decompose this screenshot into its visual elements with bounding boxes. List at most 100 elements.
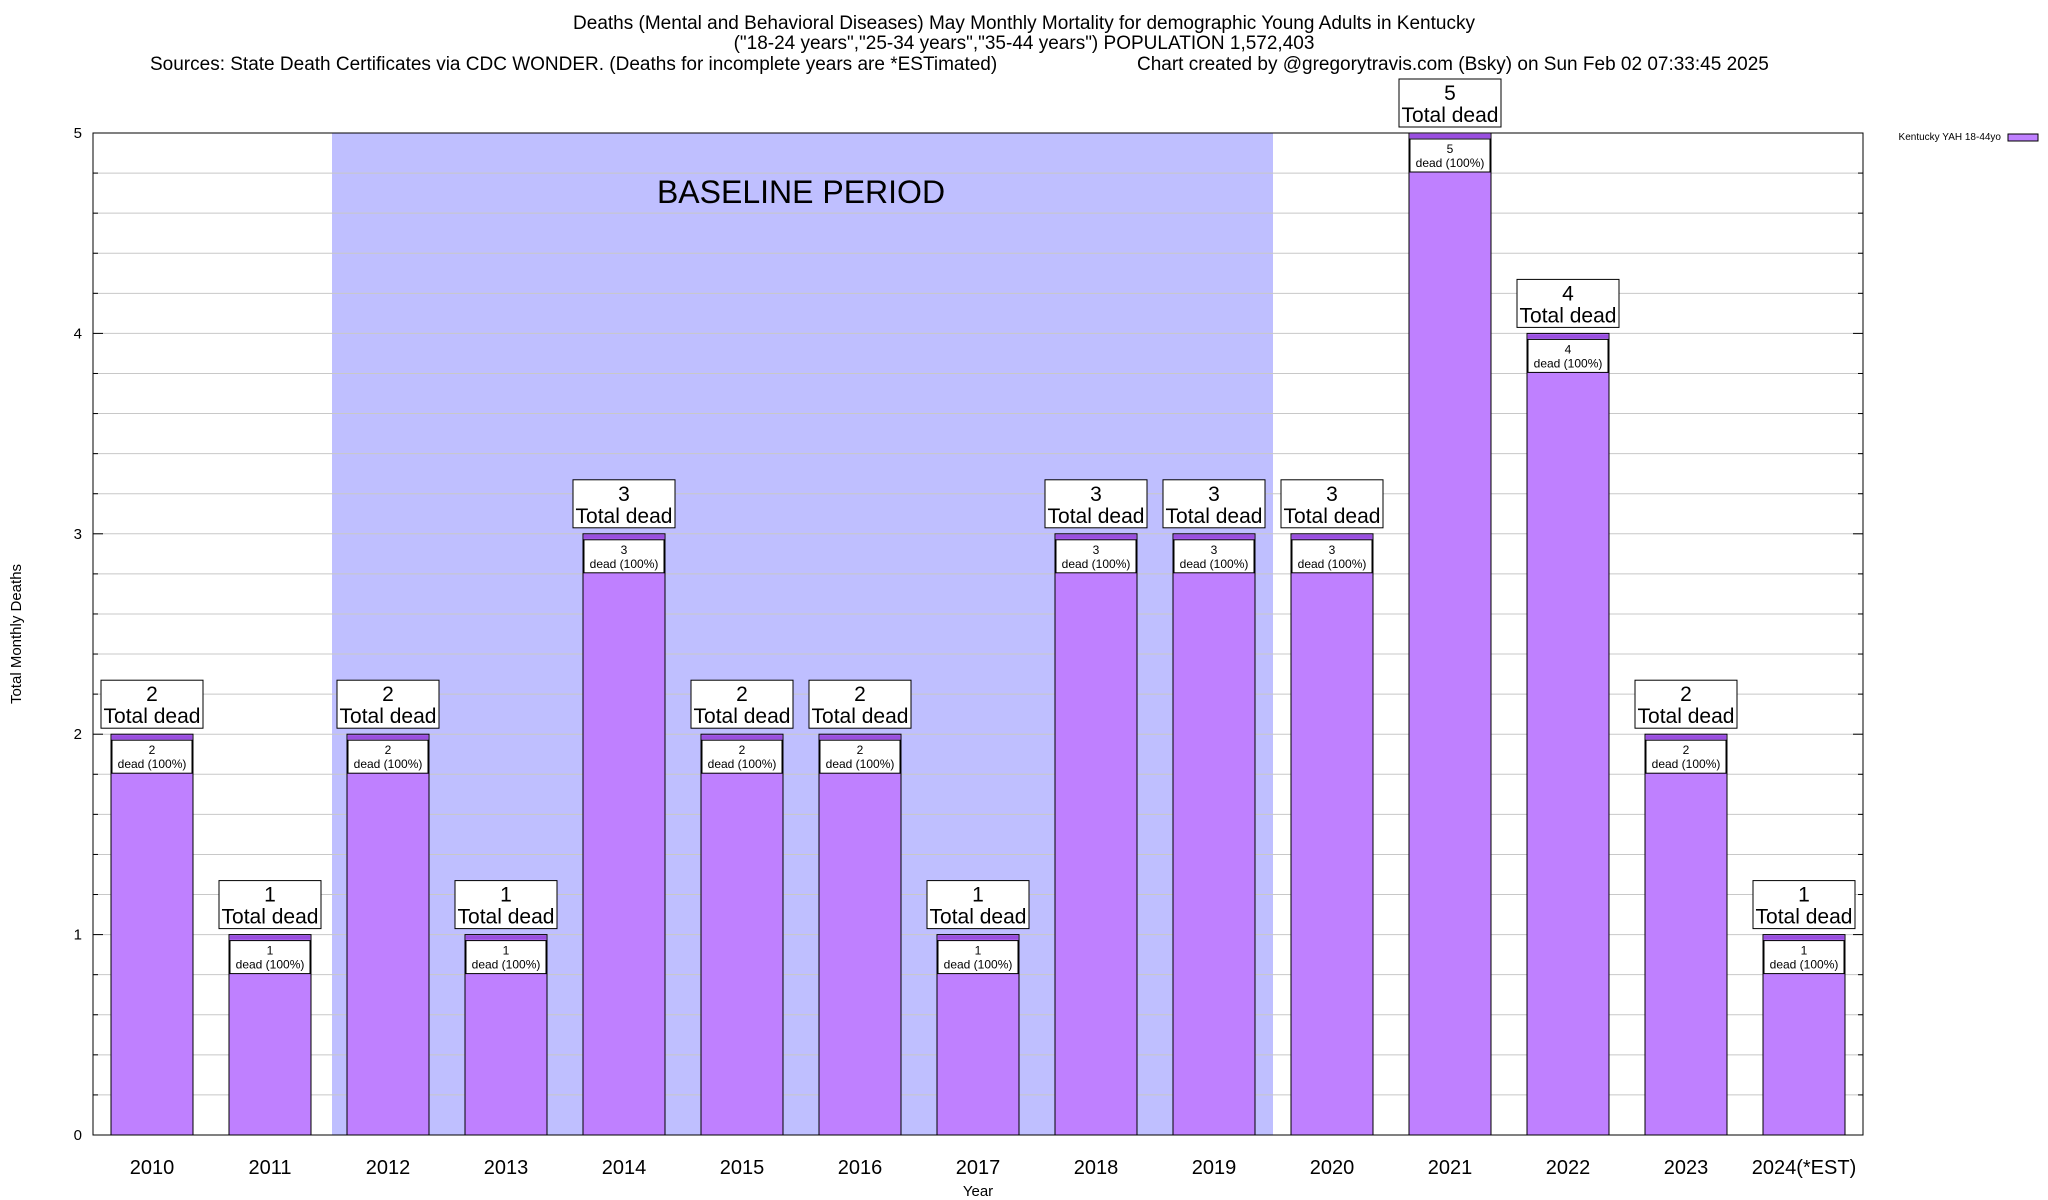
bar-total-value: 1 bbox=[264, 884, 276, 907]
bar-total-label-box bbox=[336, 679, 440, 729]
bar-inner-value: 3 bbox=[621, 543, 628, 557]
baseline-label: BASELINE PERIOD bbox=[657, 174, 945, 210]
bar-inner-value: 2 bbox=[739, 743, 746, 757]
bar-inner-label-box bbox=[111, 739, 193, 774]
x-tick-label: 2013 bbox=[484, 1157, 529, 1179]
bar-inner-label-box bbox=[1527, 338, 1609, 373]
x-tick-label: 2024(*EST) bbox=[1752, 1157, 1857, 1179]
bar-cap bbox=[702, 735, 782, 740]
bar-total-suffix: Total dead bbox=[1048, 505, 1145, 528]
bar-inner-label-box bbox=[465, 940, 547, 975]
bar bbox=[582, 533, 666, 1136]
bar-cap bbox=[230, 935, 310, 940]
bar-total-label-box bbox=[690, 679, 794, 729]
x-tick-label: 2022 bbox=[1546, 1157, 1591, 1179]
bar-inner-suffix: dead (100%) bbox=[1180, 557, 1249, 571]
y-axis-title: Total Monthly Deaths bbox=[8, 564, 25, 704]
bar bbox=[1290, 533, 1374, 1136]
bar-inner-label-box bbox=[1291, 539, 1373, 574]
legend-label: Kentucky YAH 18-44yo bbox=[1899, 132, 2002, 143]
bar-total-suffix: Total dead bbox=[930, 906, 1027, 929]
bar-total-value: 2 bbox=[146, 683, 158, 706]
bar-total-suffix: Total dead bbox=[222, 906, 319, 929]
bar-cap bbox=[584, 534, 664, 539]
bar-total-label-box bbox=[926, 880, 1030, 930]
bar-total-value: 3 bbox=[1090, 483, 1102, 506]
bar-total-value: 2 bbox=[382, 683, 394, 706]
bar-inner-label-box bbox=[937, 940, 1019, 975]
bar-inner-suffix: dead (100%) bbox=[472, 958, 541, 972]
bar-inner-value: 2 bbox=[149, 743, 156, 757]
bar-total-value: 2 bbox=[736, 683, 748, 706]
bar-inner-label-box bbox=[1645, 739, 1727, 774]
bar-total-label-box bbox=[1162, 479, 1266, 529]
x-tick-label: 2011 bbox=[248, 1157, 291, 1179]
bar-total-value: 3 bbox=[1326, 483, 1338, 506]
bar-inner-suffix: dead (100%) bbox=[826, 757, 895, 771]
x-tick-label: 2021 bbox=[1428, 1157, 1473, 1179]
bar-inner-suffix: dead (100%) bbox=[1770, 958, 1839, 972]
bar-inner-value: 3 bbox=[1211, 543, 1218, 557]
x-axis-title: Year bbox=[963, 1183, 993, 1200]
bar-inner-label-box bbox=[583, 539, 665, 574]
bar-inner-value: 2 bbox=[385, 743, 392, 757]
bar-total-label-box bbox=[808, 679, 912, 729]
bar-inner-label-box bbox=[1763, 940, 1845, 975]
bar-total-label-box bbox=[1398, 78, 1502, 128]
bar-inner-label-box bbox=[701, 739, 783, 774]
bar-cap bbox=[1292, 534, 1372, 539]
bar-cap bbox=[1056, 534, 1136, 539]
bar-total-label-box bbox=[1516, 278, 1620, 328]
y-tick-label: 0 bbox=[74, 1127, 82, 1144]
bar-total-suffix: Total dead bbox=[1638, 705, 1735, 728]
bar bbox=[1644, 733, 1728, 1136]
bar bbox=[346, 733, 430, 1136]
bar-inner-suffix: dead (100%) bbox=[590, 557, 659, 571]
bar-total-suffix: Total dead bbox=[1520, 304, 1617, 327]
bar-cap bbox=[348, 735, 428, 740]
bar bbox=[110, 733, 194, 1136]
x-tick-label: 2023 bbox=[1664, 1157, 1709, 1179]
bar-cap bbox=[820, 735, 900, 740]
bar-inner-suffix: dead (100%) bbox=[1534, 356, 1603, 370]
bar-total-value: 5 bbox=[1444, 82, 1456, 105]
bar-total-suffix: Total dead bbox=[812, 705, 909, 728]
bar-total-suffix: Total dead bbox=[1284, 505, 1381, 528]
bar-total-label-box bbox=[454, 880, 558, 930]
chart-title: Deaths (Mental and Behavioral Diseases) … bbox=[573, 13, 1475, 34]
bar-inner-value: 2 bbox=[1683, 743, 1690, 757]
x-tick-label: 2017 bbox=[956, 1157, 1001, 1179]
y-tick-label: 4 bbox=[74, 325, 82, 342]
bar-total-label-box bbox=[1752, 880, 1856, 930]
x-tick-label: 2014 bbox=[602, 1157, 647, 1179]
legend-layer: Kentucky YAH 18-44yo bbox=[1899, 132, 2039, 143]
bar-inner-value: 4 bbox=[1565, 342, 1572, 356]
bar-total-label-box bbox=[100, 679, 204, 729]
bar-total-label-box bbox=[1634, 679, 1738, 729]
x-tick-label: 2016 bbox=[838, 1157, 883, 1179]
bar-inner-suffix: dead (100%) bbox=[354, 757, 423, 771]
x-tick-label: 2015 bbox=[720, 1157, 765, 1179]
bar-total-value: 2 bbox=[1680, 683, 1692, 706]
y-tick-label: 1 bbox=[74, 927, 82, 944]
bar-total-label-box bbox=[218, 880, 322, 930]
bar bbox=[1172, 533, 1256, 1136]
bar-inner-label-box bbox=[1055, 539, 1137, 574]
bar-total-label-box bbox=[572, 479, 676, 529]
bar bbox=[1054, 533, 1138, 1136]
bar-inner-suffix: dead (100%) bbox=[708, 757, 777, 771]
bar-total-value: 1 bbox=[500, 884, 512, 907]
x-tick-label: 2012 bbox=[366, 1157, 411, 1179]
chart-credit: Chart created by @gregorytravis.com (Bsk… bbox=[1137, 54, 1769, 75]
x-tick-label: 2019 bbox=[1192, 1157, 1237, 1179]
bar bbox=[1526, 332, 1610, 1136]
bar-inner-value: 3 bbox=[1093, 543, 1100, 557]
bar-inner-label-box bbox=[229, 940, 311, 975]
bar-cap bbox=[1764, 935, 1844, 940]
bar-total-suffix: Total dead bbox=[458, 906, 555, 929]
bar-inner-suffix: dead (100%) bbox=[944, 958, 1013, 972]
bar-cap bbox=[1646, 735, 1726, 740]
bar-inner-value: 1 bbox=[267, 944, 274, 958]
